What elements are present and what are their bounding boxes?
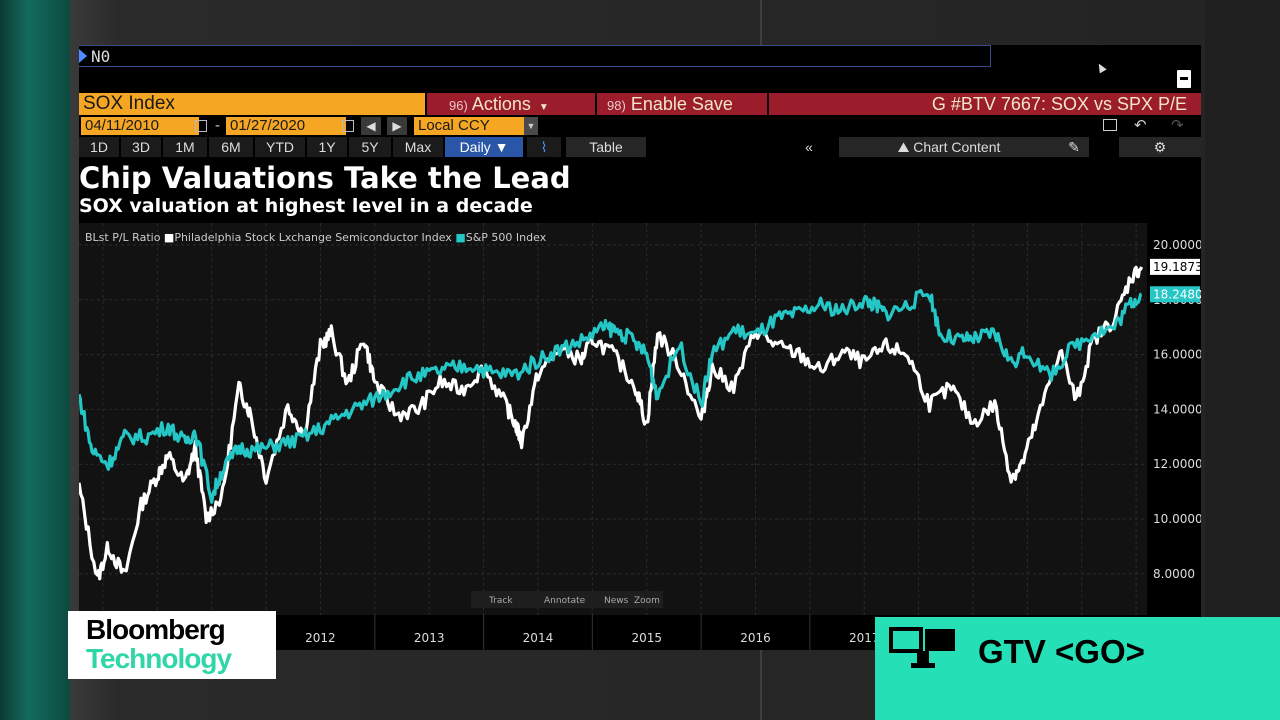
y-tick-label: 16.0000	[1153, 348, 1201, 362]
enable-save-label: Enable Save	[630, 94, 733, 114]
x-tick-label: 2013	[414, 631, 445, 645]
command-cursor-icon	[79, 49, 87, 63]
x-tick-label: 2015	[631, 631, 662, 645]
end-date-field[interactable]: 01/27/2020	[226, 117, 346, 135]
dropdown-caret-icon: ▼	[538, 102, 549, 113]
y-tick-label: 8.0000	[1153, 567, 1195, 581]
period-tab-1d[interactable]: 1D	[79, 137, 119, 157]
date-range-dash: -	[215, 117, 220, 134]
studio-right-panel	[1205, 0, 1280, 720]
last-value-label: 18.2480	[1153, 287, 1201, 301]
monitor-icon	[889, 627, 955, 668]
actions-button[interactable]: 96) Actions ▼	[427, 93, 595, 115]
period-tab-3d[interactable]: 3D	[121, 137, 161, 157]
last-value-label: 19.1873	[1153, 260, 1201, 274]
chart-toolbar	[471, 591, 663, 608]
period-tab-1y[interactable]: 1Y	[307, 137, 347, 157]
chart-content-button[interactable]: ⛰ Chart Content	[839, 137, 1059, 157]
toolbar-track[interactable]: Track	[488, 596, 513, 606]
legend: BLst P/L Ratio ■Philadelphia Stock Lxcha…	[85, 231, 547, 244]
enable-save-button[interactable]: 98) Enable Save	[597, 93, 767, 115]
logo-line2: Technology	[86, 643, 232, 674]
currency-select[interactable]: Local CCY	[414, 117, 534, 135]
period-tab-max[interactable]: Max	[393, 137, 443, 157]
y-tick-label: 14.0000	[1153, 402, 1201, 416]
line-chart-icon[interactable]: ⌇	[527, 137, 561, 157]
studio-teal-panel	[0, 0, 70, 720]
y-tick-label: 12.0000	[1153, 457, 1201, 471]
collapse-icon[interactable]: «	[799, 137, 819, 157]
calendar-icon[interactable]	[342, 120, 354, 132]
x-tick-label: 2016	[740, 631, 771, 645]
graph-title: G #BTV 7667: SOX vs SPX P/E	[769, 93, 1201, 115]
chart-subheadline: SOX valuation at highest level in a deca…	[79, 195, 533, 217]
start-date-field[interactable]: 04/11/2010	[81, 117, 199, 135]
x-tick-label: 2014	[523, 631, 554, 645]
redo-icon[interactable]: ↷	[1171, 117, 1184, 134]
command-text: N0	[91, 47, 111, 66]
calendar-icon[interactable]	[195, 120, 207, 132]
chevron-left-icon[interactable]: ◀	[361, 117, 381, 135]
bloomberg-technology-logo: Bloomberg Technology	[68, 611, 276, 679]
y-tick-label: 20.0000	[1153, 238, 1201, 252]
toolbar-annotate[interactable]: Annotate	[544, 596, 586, 606]
last-value-badge	[1150, 258, 1200, 275]
period-tab-6m[interactable]: 6M	[209, 137, 253, 157]
chart-headline: Chip Valuations Take the Lead	[79, 161, 571, 195]
undo-icon[interactable]: ↶	[1134, 117, 1147, 134]
toolbar-news[interactable]: News	[604, 596, 629, 606]
period-tab-1m[interactable]: 1M	[163, 137, 207, 157]
edit-icon[interactable]: ✎	[1059, 137, 1089, 157]
chevron-right-icon[interactable]: ▶	[387, 117, 407, 135]
valuation-line-chart[interactable]: 20.000018.000016.000014.000012.000010.00…	[79, 223, 1201, 650]
y-tick-label: 10.0000	[1153, 512, 1201, 526]
last-value-badge	[1150, 286, 1200, 303]
x-tick-label: 2017	[849, 631, 880, 645]
toolbar-zoom[interactable]: Zoom	[634, 596, 660, 606]
series-line-spx[interactable]	[79, 288, 1143, 504]
security-ticker[interactable]: SOX Index	[79, 93, 425, 115]
table-tab[interactable]: Table	[566, 137, 646, 157]
chevron-down-icon[interactable]: ▼	[524, 117, 538, 135]
gtv-go-text: GTV <GO>	[978, 633, 1145, 670]
gear-icon[interactable]: ⚙	[1119, 137, 1201, 157]
actions-num: 96)	[449, 98, 468, 113]
bloomberg-terminal: N0 SOX Index 96) Actions ▼ 98) Enable Sav…	[79, 45, 1201, 650]
chart-content-label: Chart Content	[913, 139, 1001, 155]
play-icon[interactable]	[1103, 119, 1117, 131]
logo-line1: Bloomberg	[86, 614, 226, 645]
mouse-pointer-icon	[1095, 61, 1107, 74]
enable-save-num: 98)	[607, 98, 626, 113]
x-tick-label: 2012	[305, 631, 336, 645]
frequency-select[interactable]: Daily ▼	[445, 137, 523, 157]
period-tab-5y[interactable]: 5Y	[349, 137, 391, 157]
export-icon[interactable]	[1177, 70, 1191, 88]
period-tab-ytd[interactable]: YTD	[255, 137, 305, 157]
command-line[interactable]: N0	[79, 45, 991, 67]
gtv-promo: GTV <GO>	[875, 617, 1280, 720]
actions-label: Actions	[471, 94, 531, 114]
